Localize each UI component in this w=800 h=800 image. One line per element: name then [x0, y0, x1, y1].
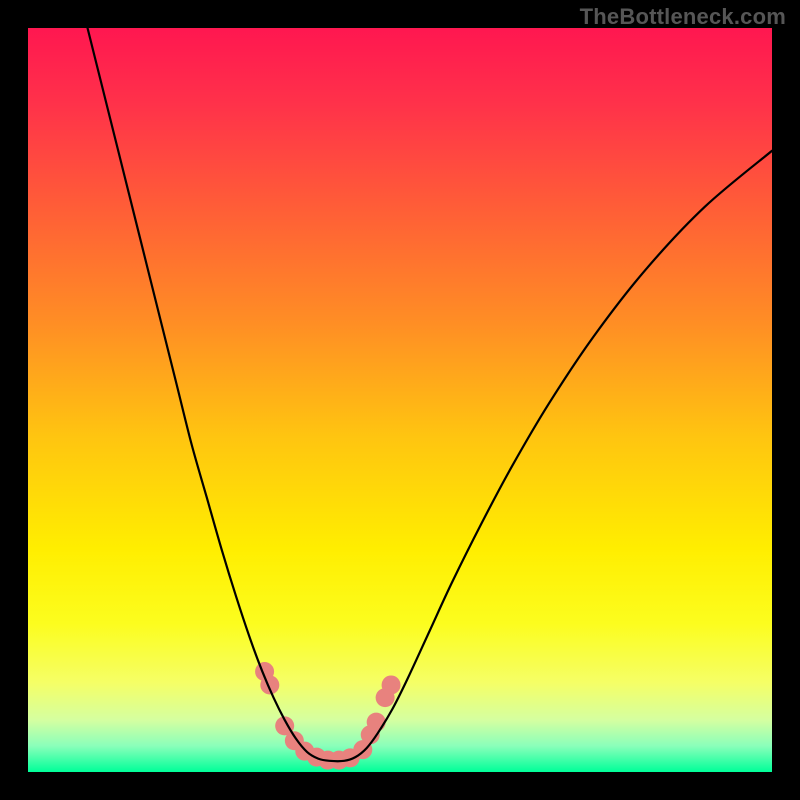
frame-right — [772, 0, 800, 800]
watermark-text: TheBottleneck.com — [580, 4, 786, 30]
bottleneck-chart — [28, 28, 772, 772]
plot-area — [28, 28, 772, 772]
gradient-background — [28, 28, 772, 772]
frame-left — [0, 0, 28, 800]
frame-bottom — [0, 772, 800, 800]
curve-marker — [367, 713, 386, 732]
curve-marker — [382, 675, 401, 694]
